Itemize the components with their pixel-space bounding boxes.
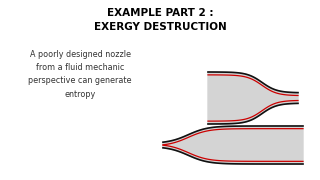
Text: EXAMPLE PART 2 :: EXAMPLE PART 2 :: [107, 8, 213, 18]
Polygon shape: [208, 72, 298, 124]
Polygon shape: [163, 126, 303, 164]
Text: A poorly designed nozzle
from a fluid mechanic
perspective can generate
entropy: A poorly designed nozzle from a fluid me…: [28, 50, 132, 99]
Text: EXERGY DESTRUCTION: EXERGY DESTRUCTION: [94, 22, 226, 32]
